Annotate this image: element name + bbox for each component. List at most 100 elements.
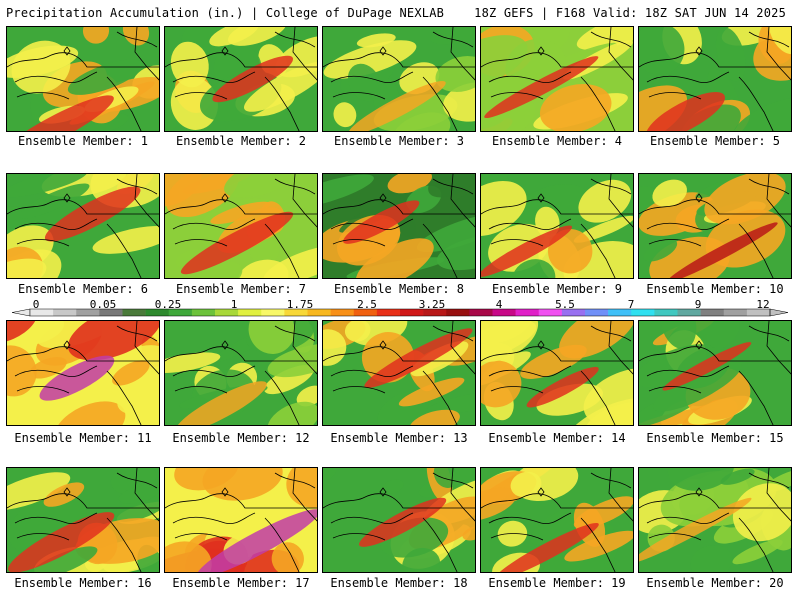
- precipitation-map: [323, 321, 475, 425]
- colorbar-swatch: [330, 309, 355, 316]
- precipitation-map: [323, 174, 475, 278]
- colorbar-swatch: [538, 309, 563, 316]
- coastlines-and-borders: [323, 174, 475, 278]
- ensemble-member-caption: Ensemble Member: 13: [330, 431, 468, 445]
- colorbar-swatch: [215, 309, 239, 316]
- colorbar-swatch: [145, 309, 170, 316]
- ensemble-member-caption: Ensemble Member: 6: [17, 282, 149, 296]
- precipitation-map: [323, 27, 475, 131]
- run-info: 18Z GEFS | F168 Valid: 18Z SAT JUN 14 20…: [474, 6, 786, 20]
- ensemble-member-caption: Ensemble Member: 16: [14, 576, 152, 590]
- colorbar-tick-label: 5.5: [555, 298, 575, 311]
- colorbar-swatch: [654, 309, 678, 316]
- precipitation-map: [7, 468, 159, 572]
- colorbar-swatch: [608, 309, 632, 316]
- colorbar-swatch: [492, 309, 516, 316]
- colorbar-tick-label: 2.5: [357, 298, 377, 311]
- precipitation-map: [481, 174, 633, 278]
- ensemble-map-panel: [638, 26, 792, 132]
- colorbar-swatch: [284, 309, 308, 316]
- precipitation-map: [639, 321, 791, 425]
- ensemble-map-panel: [480, 173, 634, 279]
- ensemble-member-caption: Ensemble Member: 20: [646, 576, 784, 590]
- colorbar-swatch: [400, 309, 424, 316]
- ensemble-member-caption: Ensemble Member: 9: [491, 282, 623, 296]
- colorbar-swatch: [746, 309, 771, 316]
- ensemble-map-panel: [164, 26, 318, 132]
- coastlines-and-borders: [481, 27, 633, 131]
- ensemble-map-panel: [164, 320, 318, 426]
- ensemble-member-caption: Ensemble Member: 4: [491, 134, 623, 148]
- ensemble-member-caption: Ensemble Member: 7: [175, 282, 307, 296]
- ensemble-map-panel: [164, 467, 318, 573]
- precipitation-map: [7, 321, 159, 425]
- ensemble-member-caption: Ensemble Member: 2: [175, 134, 307, 148]
- coastlines-and-borders: [165, 468, 317, 572]
- ensemble-member-caption: Ensemble Member: 19: [488, 576, 626, 590]
- ensemble-map-panel: [322, 320, 476, 426]
- precipitation-map: [481, 321, 633, 425]
- colorbar-swatch: [122, 309, 146, 316]
- ensemble-map-panel: [6, 26, 160, 132]
- colorbar-swatch: [261, 309, 285, 316]
- precipitation-map: [323, 468, 475, 572]
- precipitation-map: [639, 27, 791, 131]
- colorbar-swatch: [469, 309, 493, 316]
- ensemble-member-caption: Ensemble Member: 17: [172, 576, 310, 590]
- ensemble-map-panel: [164, 173, 318, 279]
- colorbar-swatch: [307, 309, 331, 316]
- coastlines-and-borders: [7, 321, 159, 425]
- colorbar-swatch: [191, 309, 216, 316]
- ensemble-member-caption: Ensemble Member: 10: [646, 282, 784, 296]
- coastlines-and-borders: [165, 27, 317, 131]
- coastlines-and-borders: [639, 321, 791, 425]
- ensemble-member-caption: Ensemble Member: 5: [649, 134, 781, 148]
- ensemble-map-panel: [322, 467, 476, 573]
- coastlines-and-borders: [323, 468, 475, 572]
- coastlines-and-borders: [323, 27, 475, 131]
- coastlines-and-borders: [639, 27, 791, 131]
- colorbar-tick-label: 7: [627, 298, 635, 311]
- precipitation-map: [7, 174, 159, 278]
- colorbar-tick-label: 0.05: [89, 298, 117, 311]
- colorbar-tick-label: 1: [230, 298, 238, 311]
- coastlines-and-borders: [481, 468, 633, 572]
- ensemble-map-panel: [480, 467, 634, 573]
- precipitation-colorbar: [12, 308, 788, 317]
- precipitation-map: [481, 468, 633, 572]
- ensemble-member-caption: Ensemble Member: 15: [646, 431, 784, 445]
- ensemble-map-panel: [638, 467, 792, 573]
- colorbar-swatch: [515, 309, 540, 316]
- colorbar-tick-label: 1.75: [286, 298, 314, 311]
- ensemble-member-caption: Ensemble Member: 11: [14, 431, 152, 445]
- ensemble-member-caption: Ensemble Member: 14: [488, 431, 626, 445]
- colorbar-swatch: [723, 309, 748, 316]
- precipitation-map: [165, 27, 317, 131]
- colorbar-tick-label: 9: [694, 298, 702, 311]
- ensemble-map-panel: [480, 320, 634, 426]
- ensemble-member-caption: Ensemble Member: 3: [333, 134, 465, 148]
- colorbar-swatch: [238, 309, 262, 316]
- precipitation-map: [165, 174, 317, 278]
- colorbar-swatch: [561, 309, 586, 316]
- coastlines-and-borders: [7, 174, 159, 278]
- ensemble-map-panel: [6, 173, 160, 279]
- precipitation-map: [165, 468, 317, 572]
- coastlines-and-borders: [323, 321, 475, 425]
- coastlines-and-borders: [165, 321, 317, 425]
- colorbar-tick-label: 12: [756, 298, 770, 311]
- coastlines-and-borders: [481, 174, 633, 278]
- colorbar-swatch: [30, 309, 54, 316]
- colorbar-swatch: [446, 309, 470, 316]
- coastlines-and-borders: [481, 321, 633, 425]
- colorbar-swatch: [376, 309, 401, 316]
- colorbar-swatch: [700, 309, 725, 316]
- colorbar-swatch: [99, 309, 123, 316]
- colorbar-tick-label: 0.25: [154, 298, 182, 311]
- ensemble-map-panel: [322, 26, 476, 132]
- precipitation-map: [639, 468, 791, 572]
- ensemble-map-panel: [480, 26, 634, 132]
- ensemble-map-panel: [638, 173, 792, 279]
- ensemble-member-caption: Ensemble Member: 12: [172, 431, 310, 445]
- colorbar-left-arrow: [12, 308, 31, 317]
